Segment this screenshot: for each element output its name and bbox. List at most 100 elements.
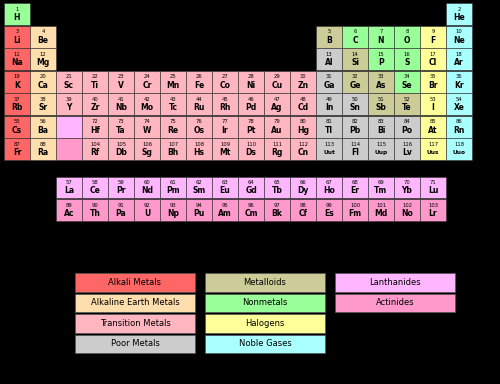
Text: 116: 116 (402, 142, 412, 147)
Bar (56, 199, 82, 221)
Bar (420, 138, 446, 160)
Text: Fm: Fm (348, 209, 362, 218)
Text: 13: 13 (326, 52, 332, 57)
Text: Ar: Ar (454, 58, 464, 67)
Text: 75: 75 (170, 119, 176, 124)
Text: K: K (14, 81, 20, 89)
Text: 80: 80 (300, 119, 306, 124)
Text: La: La (64, 186, 74, 195)
Bar (238, 93, 264, 115)
Bar (160, 199, 186, 221)
Text: Pa: Pa (116, 209, 126, 218)
Text: Tl: Tl (325, 126, 333, 135)
Text: 34: 34 (404, 74, 410, 79)
Bar (316, 71, 342, 93)
Bar (108, 116, 134, 137)
Text: 91: 91 (118, 202, 124, 207)
Text: 83: 83 (378, 119, 384, 124)
Text: 11: 11 (14, 52, 20, 57)
Bar (205, 334, 325, 353)
Text: Nonmetals: Nonmetals (242, 298, 288, 307)
Text: 53: 53 (430, 97, 436, 102)
Text: V: V (118, 81, 124, 89)
Text: Ca: Ca (38, 81, 48, 89)
Bar (290, 199, 316, 221)
Text: Ra: Ra (38, 148, 48, 157)
Text: 25: 25 (170, 74, 176, 79)
Text: 15: 15 (378, 52, 384, 57)
Bar (30, 93, 56, 115)
Bar (238, 199, 264, 221)
Text: U: U (144, 209, 150, 218)
Text: 23: 23 (118, 74, 124, 79)
Text: S: S (404, 58, 409, 67)
Bar (316, 26, 342, 48)
Bar (368, 71, 394, 93)
Bar (186, 177, 212, 199)
Text: Te: Te (402, 103, 412, 112)
Text: Fe: Fe (194, 81, 204, 89)
Text: 52: 52 (404, 97, 410, 102)
Text: Alkali Metals: Alkali Metals (108, 278, 162, 287)
Bar (290, 138, 316, 160)
Text: 84: 84 (404, 119, 410, 124)
Text: Bh: Bh (168, 148, 178, 157)
Text: Os: Os (194, 126, 204, 135)
Text: 37: 37 (14, 97, 20, 102)
Text: 73: 73 (118, 119, 124, 124)
Text: Se: Se (402, 81, 412, 89)
Text: Sn: Sn (350, 103, 360, 112)
Text: 1: 1 (16, 7, 18, 12)
Text: Xe: Xe (454, 103, 464, 112)
Bar (394, 177, 419, 199)
Text: No: No (401, 209, 413, 218)
Text: Transition Metals: Transition Metals (100, 319, 170, 328)
Text: 67: 67 (326, 180, 332, 185)
Text: 98: 98 (300, 202, 306, 207)
Bar (342, 199, 367, 221)
Bar (335, 273, 455, 291)
Text: 6: 6 (354, 29, 356, 34)
Text: Yb: Yb (402, 186, 412, 195)
Text: Alkaline Earth Metals: Alkaline Earth Metals (90, 298, 180, 307)
Bar (420, 177, 446, 199)
Text: 10: 10 (456, 29, 462, 34)
Text: Tb: Tb (272, 186, 282, 195)
Text: Kr: Kr (454, 81, 464, 89)
Text: As: As (376, 81, 386, 89)
Text: 110: 110 (246, 142, 256, 147)
Text: B: B (326, 36, 332, 45)
Text: 46: 46 (248, 97, 254, 102)
Text: 30: 30 (300, 74, 306, 79)
Text: 43: 43 (170, 97, 176, 102)
Text: 96: 96 (248, 202, 254, 207)
Text: O: O (404, 36, 410, 45)
Bar (205, 314, 325, 333)
Bar (212, 177, 238, 199)
Bar (4, 116, 29, 137)
Bar (108, 199, 134, 221)
Bar (108, 138, 134, 160)
Text: 118: 118 (454, 142, 464, 147)
Bar (342, 93, 367, 115)
Bar (186, 71, 212, 93)
Text: Ni: Ni (246, 81, 256, 89)
Bar (446, 26, 471, 48)
Bar (238, 116, 264, 137)
Text: Hs: Hs (194, 148, 204, 157)
Text: Be: Be (38, 36, 48, 45)
Bar (160, 138, 186, 160)
Bar (394, 71, 419, 93)
Text: 102: 102 (402, 202, 412, 207)
Text: Pd: Pd (246, 103, 256, 112)
Bar (238, 71, 264, 93)
Text: 50: 50 (352, 97, 358, 102)
Text: 115: 115 (376, 142, 386, 147)
Text: Mg: Mg (36, 58, 50, 67)
Text: Ne: Ne (453, 36, 465, 45)
Text: Rg: Rg (272, 148, 282, 157)
Bar (316, 177, 342, 199)
Text: 44: 44 (196, 97, 202, 102)
Text: Pm: Pm (166, 186, 180, 195)
Bar (420, 116, 446, 137)
